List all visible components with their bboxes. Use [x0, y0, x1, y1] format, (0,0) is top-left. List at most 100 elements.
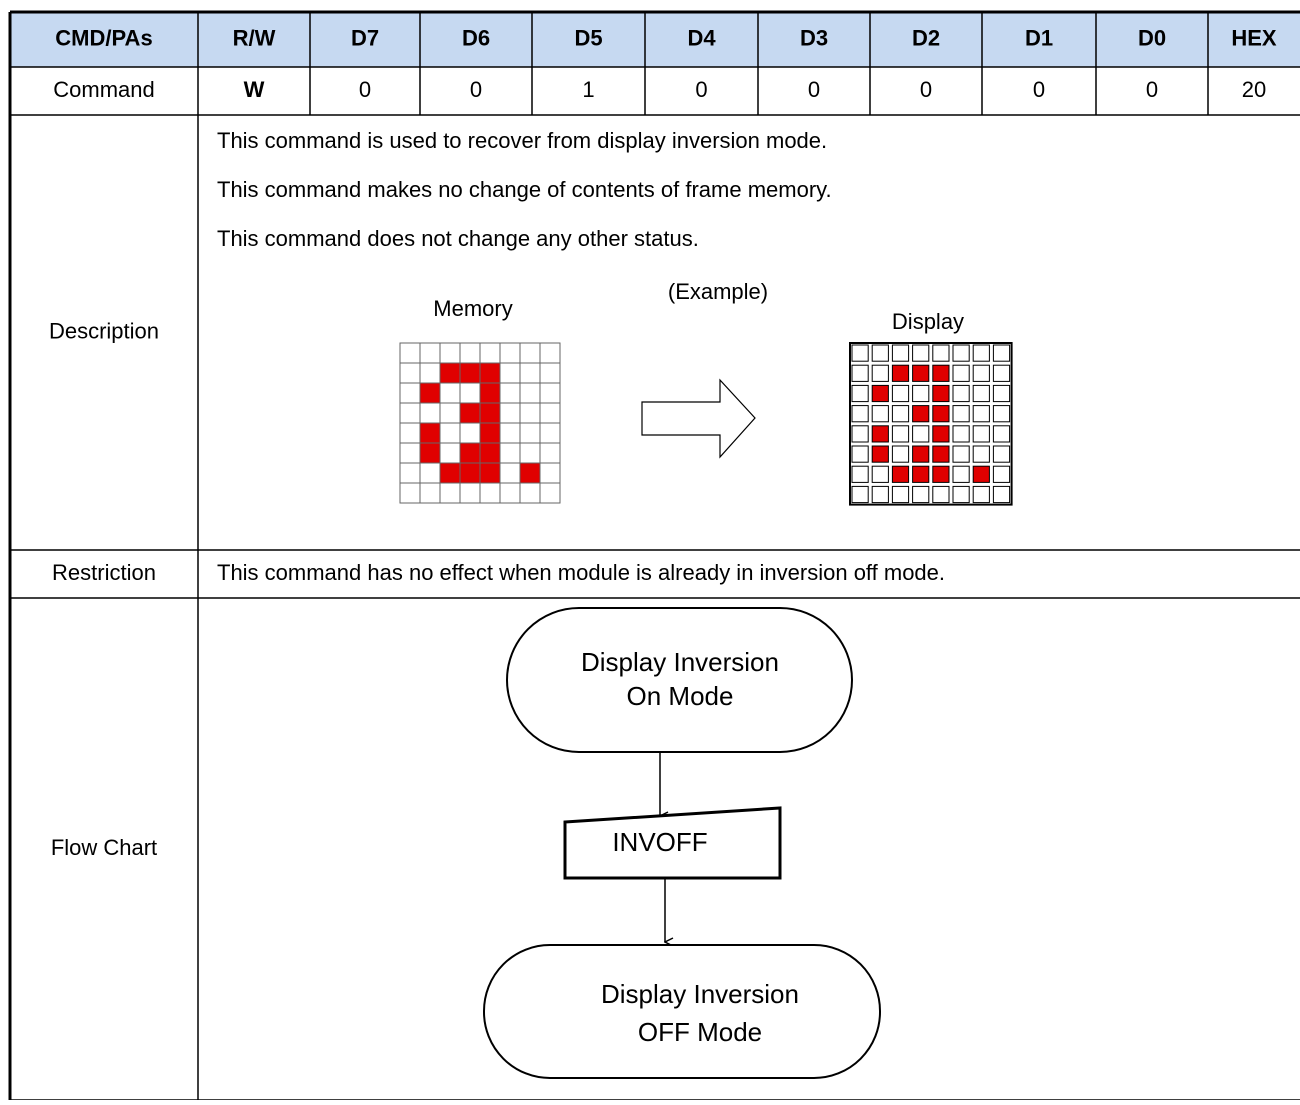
header-background — [10, 12, 1300, 67]
pixel — [539, 362, 561, 384]
pixel — [891, 485, 910, 504]
pixel — [871, 384, 889, 403]
header-cell: D5 — [574, 25, 602, 50]
pixel — [499, 482, 521, 504]
pixel — [479, 442, 501, 464]
pixel — [871, 485, 889, 504]
pixel — [399, 402, 421, 424]
pixel — [912, 425, 930, 443]
pixel — [932, 445, 950, 463]
pixel — [419, 422, 441, 444]
pixel — [972, 364, 990, 382]
description-line: This command is used to recover from dis… — [217, 128, 827, 153]
pixel — [499, 462, 521, 484]
row-label: Command — [53, 77, 154, 102]
pixel — [519, 462, 541, 484]
example-arrow — [641, 378, 756, 459]
command-cell: 0 — [470, 77, 482, 102]
pixel — [459, 422, 481, 444]
header-cell: D3 — [800, 25, 828, 50]
pixel — [499, 362, 521, 384]
pixel — [871, 425, 889, 443]
pixel — [439, 422, 461, 444]
pixel — [399, 342, 421, 364]
header-cell: D2 — [912, 25, 940, 50]
flow-node-label: INVOFF — [612, 827, 707, 857]
command-cell: 0 — [1146, 77, 1158, 102]
pixel — [479, 342, 501, 364]
start-terminal — [506, 607, 853, 753]
process-box — [563, 806, 782, 880]
pixel — [891, 344, 910, 362]
pixel — [932, 485, 950, 504]
pixel — [479, 402, 501, 424]
header-cell: D1 — [1025, 25, 1053, 50]
pixel — [439, 362, 461, 384]
pixel — [871, 445, 889, 463]
command-cell: 0 — [1033, 77, 1045, 102]
pixel — [399, 482, 421, 504]
row-label: Description — [49, 318, 159, 343]
pixel — [419, 342, 441, 364]
pixel — [851, 405, 869, 423]
pixel — [891, 405, 910, 423]
pixel — [499, 402, 521, 424]
display-caption: Display — [892, 309, 964, 334]
pixel — [932, 344, 950, 362]
pixel — [912, 465, 930, 483]
pixel — [932, 364, 950, 382]
pixel — [399, 442, 421, 464]
pixel — [519, 422, 541, 444]
pixel — [912, 445, 930, 463]
command-cell: 0 — [808, 77, 820, 102]
pixel — [851, 425, 869, 443]
pixel — [891, 465, 910, 483]
pixel — [992, 465, 1011, 483]
pixel — [459, 362, 481, 384]
pixel — [479, 382, 501, 404]
pixel — [952, 425, 970, 443]
flow-node-label: OFF Mode — [638, 1017, 762, 1047]
pixel — [479, 422, 501, 444]
pixel — [992, 344, 1011, 362]
pixel — [851, 485, 869, 504]
pixel — [912, 485, 930, 504]
pixel — [479, 482, 501, 504]
pixel — [519, 342, 541, 364]
pixel — [519, 482, 541, 504]
pixel — [851, 465, 869, 483]
pixel — [932, 384, 950, 403]
pixel — [419, 482, 441, 504]
pixel — [972, 384, 990, 403]
pixel — [992, 364, 1011, 382]
grid-border — [849, 342, 1013, 506]
pixel — [539, 422, 561, 444]
command-cell: W — [244, 77, 265, 102]
pixel — [539, 482, 561, 504]
pixel — [871, 465, 889, 483]
pixel — [891, 364, 910, 382]
pixel — [399, 382, 421, 404]
header-cell: HEX — [1231, 25, 1277, 50]
pixel — [419, 442, 441, 464]
pixel — [499, 422, 521, 444]
pixel — [459, 442, 481, 464]
pixel — [519, 382, 541, 404]
pixel — [499, 442, 521, 464]
pixel — [399, 422, 421, 444]
memory-caption: Memory — [433, 296, 512, 321]
pixel — [399, 462, 421, 484]
description-line: This command makes no change of contents… — [217, 177, 832, 202]
header-cell: R/W — [233, 25, 276, 50]
pixel — [519, 402, 541, 424]
pixel — [851, 364, 869, 382]
pixel — [419, 402, 441, 424]
pixel — [992, 485, 1011, 504]
pixel — [992, 445, 1011, 463]
header-cell: CMD/PAs — [55, 25, 152, 50]
pixel — [539, 442, 561, 464]
header-cell: D7 — [351, 25, 379, 50]
pixel — [439, 442, 461, 464]
pixel — [539, 342, 561, 364]
